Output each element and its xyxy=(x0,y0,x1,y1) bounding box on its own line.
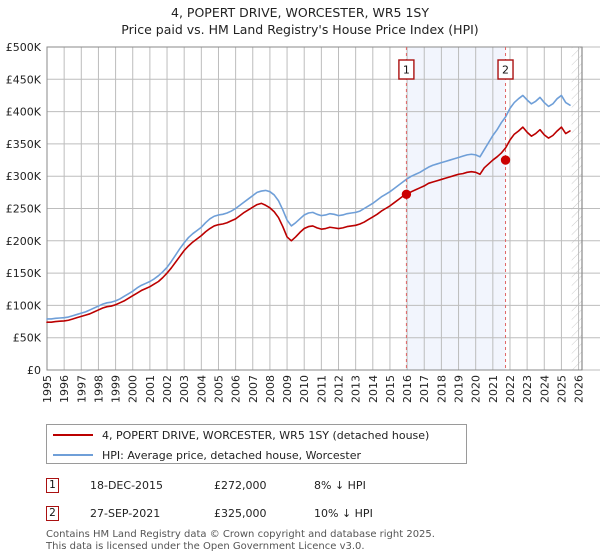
price-chart: £0 £50K £100K £150K £200K £250K £300K £350K £400… xyxy=(6,41,600,403)
x-axis-tick-label: 2016 xyxy=(401,375,414,403)
transaction-row-2: 2 27-SEP-2021 £325,000 10% ↓ HPI xyxy=(46,502,373,524)
transaction-hpi-delta-1: 8% ↓ HPI xyxy=(314,478,366,492)
transaction-marker-2: 2 xyxy=(46,505,59,521)
y-axis-tick-label: £350K xyxy=(6,138,42,151)
transaction-date-1: 18-DEC-2015 xyxy=(90,478,164,492)
y-axis-tick-label: £150K xyxy=(6,267,42,280)
x-axis-tick-label: 2008 xyxy=(264,375,277,403)
x-axis-tick-label: 1999 xyxy=(110,375,123,403)
transaction-hpi-delta-2: 10% ↓ HPI xyxy=(314,506,373,520)
transaction-date-2: 27-SEP-2021 xyxy=(90,506,161,520)
x-axis-tick-label: 1996 xyxy=(58,375,71,403)
page-title: 4, POPERT DRIVE, WORCESTER, WR5 1SY Pric… xyxy=(0,0,600,38)
x-axis-tick-label: 2012 xyxy=(333,375,346,403)
x-axis-tick-label: 2003 xyxy=(178,375,191,403)
x-axis-tick-label: 2004 xyxy=(195,375,208,403)
x-axis-tick-label: 2022 xyxy=(504,375,517,403)
attribution-line-1: Contains HM Land Registry data © Crown c… xyxy=(46,529,435,540)
transaction-row-1: 1 18-DEC-2015 £272,000 8% ↓ HPI xyxy=(46,474,366,496)
x-axis-tick-label: 2021 xyxy=(487,375,500,403)
y-axis-tick-label: £300K xyxy=(6,170,42,183)
price-paid-series-line xyxy=(46,126,571,323)
x-axis-tick-label: 2011 xyxy=(315,375,328,403)
x-axis-tick-label: 2017 xyxy=(418,375,431,403)
sale-point-1 xyxy=(401,189,412,199)
x-axis-tick-label: 2013 xyxy=(350,375,363,403)
y-axis-tick-label: £200K xyxy=(6,235,42,248)
x-axis-tick-label: 2002 xyxy=(161,375,174,403)
x-axis-tick-label: 2015 xyxy=(384,375,397,403)
x-axis-tick-label: 2009 xyxy=(281,375,294,403)
x-axis-tick-label: 2025 xyxy=(555,375,568,403)
transaction-price-2: £325,000 xyxy=(214,506,267,520)
x-axis-tick-label: 2001 xyxy=(144,375,157,403)
x-axis-tick-label: 2006 xyxy=(230,375,243,403)
y-axis-tick-label: £500K xyxy=(6,41,42,54)
legend-item-hpi: HPI: Average price, detached house, Worc… xyxy=(47,445,466,465)
y-axis-tick-label: £450K xyxy=(6,73,42,86)
x-axis-tick-label: 1995 xyxy=(41,375,54,403)
x-axis-tick-label: 2020 xyxy=(470,375,483,403)
transaction-marker-1: 1 xyxy=(46,477,59,493)
legend-swatch-hpi xyxy=(53,454,93,456)
sale-point-2 xyxy=(500,155,511,165)
hpi-series-line xyxy=(46,94,571,320)
x-axis-tick-label: 1998 xyxy=(92,375,105,403)
legend-swatch-price-paid xyxy=(53,434,93,436)
chart-title: 4, POPERT DRIVE, WORCESTER, WR5 1SY xyxy=(171,5,429,20)
x-axis-tick-label: 2007 xyxy=(247,375,260,403)
y-axis-tick-label: £400K xyxy=(6,106,42,119)
grid-lines-vertical xyxy=(46,47,580,370)
marker-badge-label-1: 1 xyxy=(403,64,410,77)
y-axis-tick-label: £250K xyxy=(6,203,42,216)
x-axis-tick-label: 2000 xyxy=(127,375,140,403)
y-axis-tick-label: £50K xyxy=(13,332,42,345)
x-axis-tick-label: 2024 xyxy=(538,375,551,403)
marker-badge-1 xyxy=(398,59,415,80)
y-axis-tick-label: £100K xyxy=(6,299,42,312)
x-axis-tick-label: 2014 xyxy=(367,375,380,403)
x-axis-tick-label: 2018 xyxy=(435,375,448,403)
legend-label-hpi: HPI: Average price, detached house, Worc… xyxy=(102,448,362,462)
x-axis-tick-label: 1997 xyxy=(75,375,88,403)
chart-legend: 4, POPERT DRIVE, WORCESTER, WR5 1SY (det… xyxy=(46,424,467,464)
x-axis-tick-label: 2005 xyxy=(212,375,225,403)
attribution-footer: Contains HM Land Registry data © Crown c… xyxy=(46,529,586,553)
marker-badge-2 xyxy=(497,59,514,80)
y-axis-tick-label: £0 xyxy=(27,364,41,377)
marker-badge-label-2: 2 xyxy=(502,64,509,77)
transaction-price-1: £272,000 xyxy=(214,478,267,492)
legend-item-price-paid: 4, POPERT DRIVE, WORCESTER, WR5 1SY (det… xyxy=(47,425,466,445)
x-axis-tick-label: 2010 xyxy=(298,375,311,403)
x-axis-tick-label: 2023 xyxy=(521,375,534,403)
x-axis-tick-label: 2026 xyxy=(573,375,586,403)
chart-subtitle: Price paid vs. HM Land Registry's House … xyxy=(121,22,479,37)
attribution-line-2: This data is licensed under the Open Gov… xyxy=(46,541,365,552)
x-axis-tick-label: 2019 xyxy=(453,375,466,403)
legend-label-price-paid: 4, POPERT DRIVE, WORCESTER, WR5 1SY (det… xyxy=(102,428,430,442)
